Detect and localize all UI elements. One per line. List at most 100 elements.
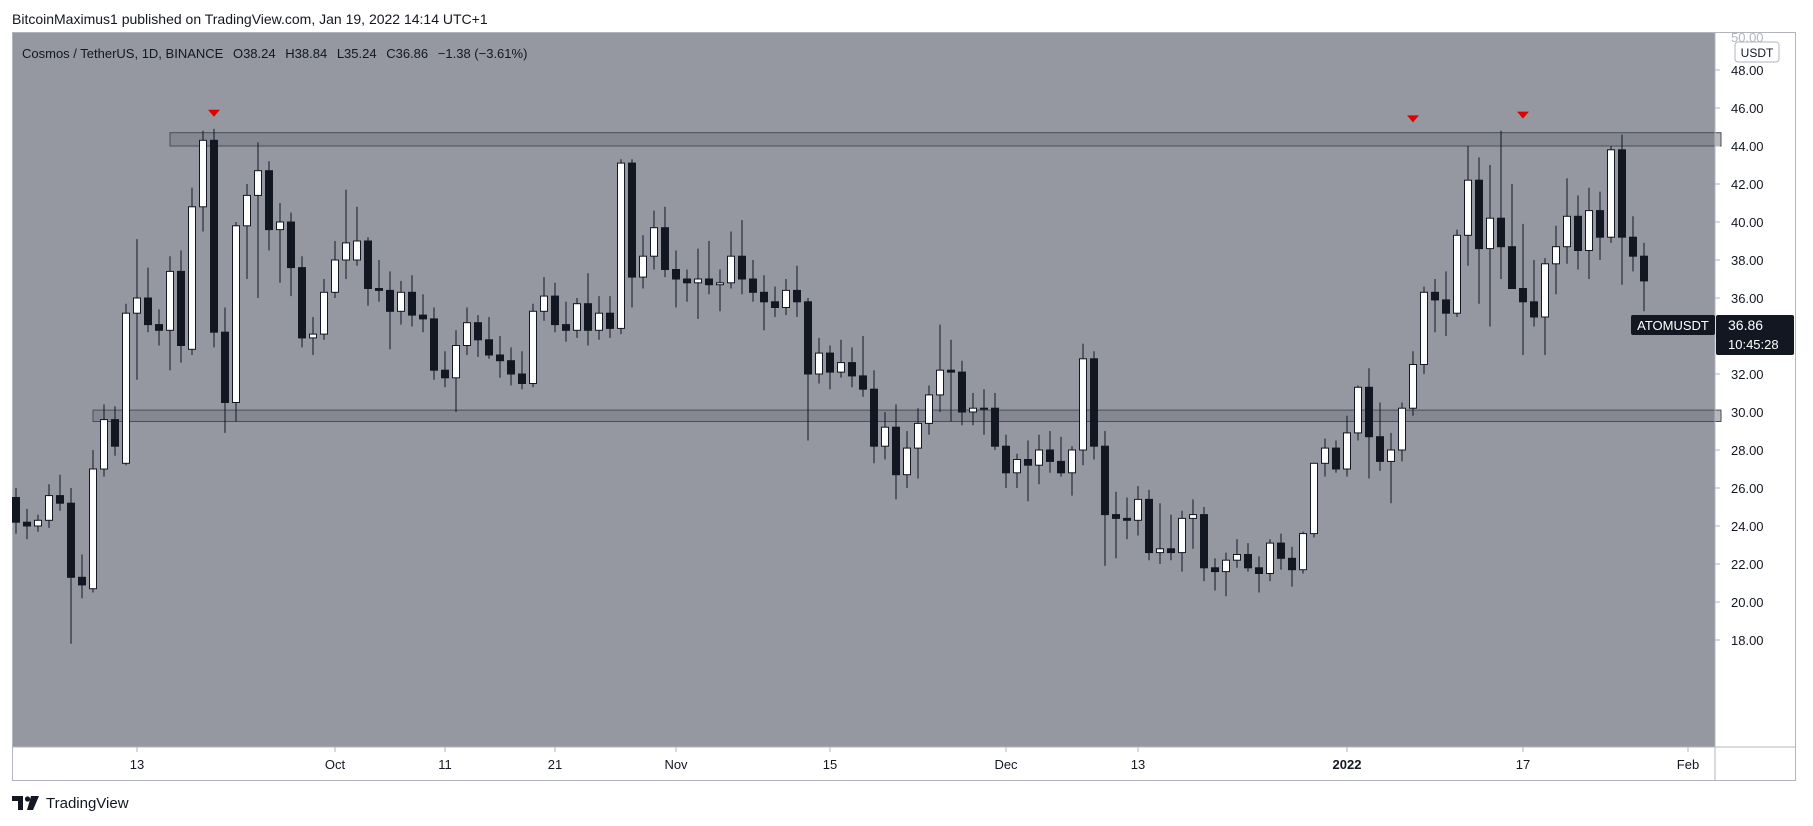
candle	[45, 484, 53, 528]
candle	[1310, 462, 1318, 538]
candle-body	[771, 301, 779, 308]
candle	[23, 508, 31, 540]
time-tick-label: 2022	[1333, 757, 1362, 772]
candle-body	[298, 267, 306, 339]
candle	[485, 317, 493, 359]
candle-body	[67, 502, 75, 578]
candle-body	[672, 269, 680, 280]
price-tick-label: 42.00	[1731, 177, 1764, 192]
candle	[1112, 491, 1120, 559]
candle-body	[1618, 149, 1626, 238]
currency-badge[interactable]: USDT	[1734, 41, 1780, 63]
candle-body	[1552, 246, 1560, 265]
candle-body	[529, 310, 537, 384]
candle	[122, 303, 130, 466]
price-tick-label: 30.00	[1731, 405, 1764, 420]
candle-body	[793, 289, 801, 303]
candle	[529, 303, 537, 388]
candle-body	[1409, 364, 1417, 409]
candle-body	[1288, 557, 1296, 571]
candle-body	[826, 352, 834, 373]
candle-body	[408, 291, 416, 316]
candle-body	[782, 289, 790, 308]
candle-body	[914, 422, 922, 449]
candle	[518, 351, 526, 390]
candle	[826, 345, 834, 390]
candle-body	[1079, 358, 1087, 451]
time-tick-label: Dec	[994, 757, 1018, 772]
candle-body	[1607, 149, 1615, 238]
candle	[1420, 286, 1428, 374]
candle	[331, 241, 339, 298]
price-chart[interactable]: Cosmos / TetherUS, 1D, BINANCE O38.24 H3…	[0, 0, 1813, 790]
candle-body	[1629, 236, 1637, 257]
candle	[595, 296, 603, 340]
candle	[1178, 510, 1186, 572]
candle	[1607, 146, 1615, 243]
price-axis-top-cut-label: 50.00	[1731, 30, 1764, 45]
candle	[1321, 438, 1329, 477]
candle	[309, 317, 317, 355]
candle	[254, 142, 262, 298]
candle-body	[518, 373, 526, 384]
candle	[386, 271, 394, 350]
candle	[1508, 184, 1516, 289]
candle	[1200, 507, 1208, 582]
candle	[749, 260, 757, 302]
candle-body	[1024, 459, 1032, 466]
candle-body	[573, 303, 581, 331]
last-price-value: 36.86	[1728, 317, 1763, 333]
candle	[1079, 343, 1087, 466]
candle	[496, 336, 504, 378]
candle	[342, 189, 350, 279]
candle	[1211, 558, 1219, 591]
candle-body	[1145, 498, 1153, 554]
candle-body	[199, 139, 207, 208]
tradingview-branding[interactable]: TradingView	[12, 790, 129, 816]
last-price-tag: ATOMUSDT 36.86 10:45:28	[1631, 315, 1794, 355]
candle-body	[155, 324, 163, 331]
candle-body	[991, 407, 999, 447]
candle-body	[749, 278, 757, 293]
candle-body	[45, 495, 53, 521]
candle	[1167, 514, 1175, 561]
candle-body	[1299, 533, 1307, 571]
candle	[1090, 351, 1098, 460]
candle	[276, 203, 284, 283]
candle-body	[1508, 246, 1516, 289]
price-tick-label: 46.00	[1731, 101, 1764, 116]
price-tick-label: 36.00	[1731, 291, 1764, 306]
candle	[694, 248, 702, 319]
tradingview-logo-icon	[12, 796, 40, 810]
candle	[56, 474, 64, 511]
candle	[166, 256, 174, 371]
candle-body	[496, 354, 504, 362]
candle	[892, 404, 900, 500]
candle	[1376, 402, 1384, 471]
candle-body	[1519, 288, 1527, 303]
candle-body	[221, 331, 229, 404]
candle	[705, 241, 713, 295]
candle-body	[1002, 445, 1010, 474]
candle-body	[23, 521, 31, 527]
candle	[1156, 503, 1164, 564]
candle	[991, 393, 999, 450]
candle	[1057, 436, 1065, 477]
candle-body	[276, 221, 284, 231]
candle	[1123, 497, 1131, 540]
candle-body	[650, 227, 658, 257]
candle-body	[386, 289, 394, 312]
candle-body	[100, 419, 108, 470]
candle	[441, 351, 449, 388]
resistance-zone	[169, 132, 1722, 147]
currency-label: USDT	[1741, 46, 1774, 60]
candle-body	[760, 291, 768, 303]
candle-body	[595, 312, 603, 331]
support-zone	[92, 409, 1722, 423]
legend-h-value: 38.84	[295, 46, 328, 61]
candle-body	[320, 291, 328, 335]
candle	[1288, 546, 1296, 587]
candle	[1442, 271, 1450, 336]
candle-body	[1222, 559, 1230, 573]
candle-body	[232, 225, 240, 403]
